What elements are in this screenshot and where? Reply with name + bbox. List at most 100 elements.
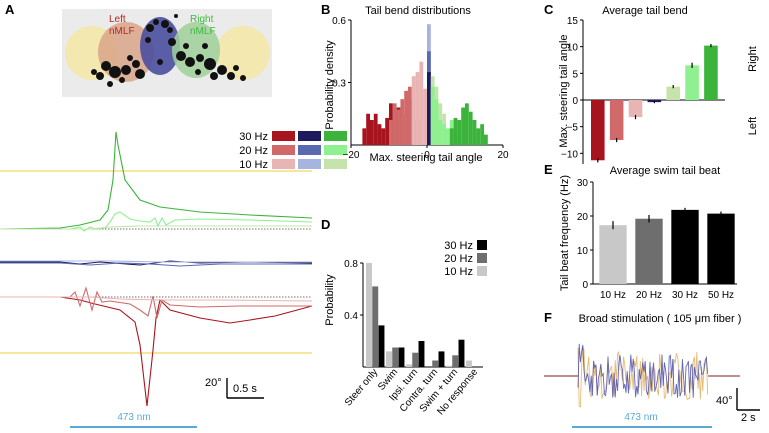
chart-e: 10 Hz 20 Hz 30 Hz 50 Hz 0 10 20 30 Tail beat fre… xyxy=(559,175,737,301)
b-bar-8-5 xyxy=(468,111,473,145)
chart-b: −20 0 20 0.3 0.6 Max. steering tail angle Prob… xyxy=(324,16,509,164)
panel-e-letter: E xyxy=(544,162,553,177)
b-bar-7-1 xyxy=(434,99,439,145)
b-ylabel: Probability density xyxy=(324,40,336,130)
e-ytick-label-1: 10 xyxy=(577,246,589,257)
panel-a-letter: A xyxy=(5,2,15,17)
legend-swatch-blue-20 xyxy=(298,145,321,155)
blue-trace-10hz xyxy=(0,260,312,263)
panel-a-legend: 30 Hz 20 Hz 10 Hz xyxy=(239,131,347,171)
e-bar-1 xyxy=(635,218,663,284)
d-ytick-label-1: 0.8 xyxy=(344,259,358,270)
b-bar-1-1 xyxy=(392,103,397,145)
f-scale-angle: 40° xyxy=(716,395,733,407)
b-bar-7-2 xyxy=(438,120,443,145)
b-xtick-label-1: 0 xyxy=(424,150,430,161)
e-bar-3 xyxy=(707,213,735,284)
panel-b-title: Tail bend distributions xyxy=(365,5,471,17)
scale-angle-label: 20° xyxy=(205,377,222,389)
red-trace-10hz xyxy=(0,296,313,302)
b-bar-8-4 xyxy=(465,103,469,145)
brain-image: Left nMLF Right nMLF xyxy=(62,9,272,97)
legend-swatch-green-10 xyxy=(324,159,347,169)
b-bar-0-3 xyxy=(373,113,378,145)
e-bar-2 xyxy=(671,209,699,284)
panel-f-stimulus: 473 nm xyxy=(572,412,712,428)
c-bar-1 xyxy=(609,100,624,140)
d-bar-2-0 xyxy=(406,364,412,367)
d-legend-label-1: 20 Hz xyxy=(444,253,473,265)
legend-swatch-red-20 xyxy=(272,145,295,155)
c-ytick-label-5: 15 xyxy=(567,16,579,27)
b-bar-7-4 xyxy=(446,128,450,145)
d-legend-label-2: 10 Hz xyxy=(444,266,473,278)
b-bar-8-3 xyxy=(461,107,465,145)
green-trace-20hz xyxy=(0,211,313,232)
d-legend-swatch-1 xyxy=(477,253,487,263)
panel-c-title: Average tail bend xyxy=(602,5,687,17)
e-ytick-label-0: 0 xyxy=(582,280,588,291)
legend-swatch-green-20 xyxy=(324,145,347,155)
b-bar-8-7 xyxy=(476,128,481,145)
d-bar-1-2 xyxy=(398,347,405,367)
legend-swatch-blue-10 xyxy=(298,159,321,169)
b-bar-0-5 xyxy=(381,128,386,145)
panel-f-letter: F xyxy=(544,310,552,325)
b-bar-0-6 xyxy=(385,117,389,145)
d-bar-0-0 xyxy=(366,263,372,367)
f-scale-time: 2 s xyxy=(741,412,756,424)
d-bar-1-1 xyxy=(392,347,399,367)
legend-swatch-red-10 xyxy=(272,159,295,169)
b-bar-8-9 xyxy=(484,134,488,145)
d-bar-5-0 xyxy=(466,360,472,367)
panel-a-scalebar: 20° 0.5 s xyxy=(205,377,264,399)
panel-f-scalebar: 40° 2 s xyxy=(716,388,760,424)
d-bar-4-2 xyxy=(458,339,465,367)
b-bar-2-0 xyxy=(411,76,416,145)
green-trace-30hz xyxy=(0,131,313,230)
c-ytick-label-0: −10 xyxy=(561,149,578,160)
panel-f-traces xyxy=(544,343,740,408)
b-bar-8-2 xyxy=(457,120,462,145)
c-ytick-label-4: 10 xyxy=(567,43,579,54)
b-bar-1-3 xyxy=(400,99,405,145)
b-bar-8-8 xyxy=(480,124,484,145)
red-trace-30hz xyxy=(0,296,313,407)
stim-label-f: 473 nm xyxy=(624,412,657,423)
e-bar-0 xyxy=(599,225,627,284)
f-trace-orange xyxy=(577,346,709,408)
d-bar-3-1 xyxy=(432,360,439,367)
b-bar-0-4 xyxy=(377,124,382,145)
b-xlabel: Max. steering tail angle xyxy=(369,152,482,164)
b-ytick-label-0: 0.3 xyxy=(332,79,346,90)
e-ylabel: Tail beat frequency (Hz) xyxy=(559,175,571,291)
c-right-label: Right xyxy=(747,46,759,72)
b-bar-2-3 xyxy=(423,88,427,145)
d-ylabel: Probability xyxy=(324,274,336,326)
stim-label-a: 473 nm xyxy=(117,412,150,423)
b-bar-0-2 xyxy=(370,120,374,145)
d-bar-1-0 xyxy=(386,351,392,367)
b-bar-1-5 xyxy=(408,86,412,145)
scale-time-label: 0.5 s xyxy=(233,383,257,395)
f-trace-blue xyxy=(577,343,709,398)
c-bar-5 xyxy=(685,65,699,100)
legend-20hz: 20 Hz xyxy=(239,145,268,157)
legend-swatch-red-30 xyxy=(272,131,295,141)
panel-a-traces xyxy=(0,131,313,407)
c-ylabel: Max. steering tail angle xyxy=(558,34,570,147)
d-ytick-label-0: 0.4 xyxy=(344,311,358,322)
d-bar-4-1 xyxy=(452,355,459,367)
b-bar-1-0 xyxy=(389,120,393,145)
b-bar-2-2 xyxy=(419,61,424,145)
legend-swatch-blue-30 xyxy=(298,131,321,141)
legend-30hz: 30 Hz xyxy=(239,131,268,143)
c-ytick-label-3: 5 xyxy=(572,69,578,80)
b-bar-8-0 xyxy=(449,128,454,145)
d-bar-0-1 xyxy=(372,286,379,367)
panel-f-title: Broad stimulation ( 105 μm fiber ) xyxy=(579,313,742,325)
